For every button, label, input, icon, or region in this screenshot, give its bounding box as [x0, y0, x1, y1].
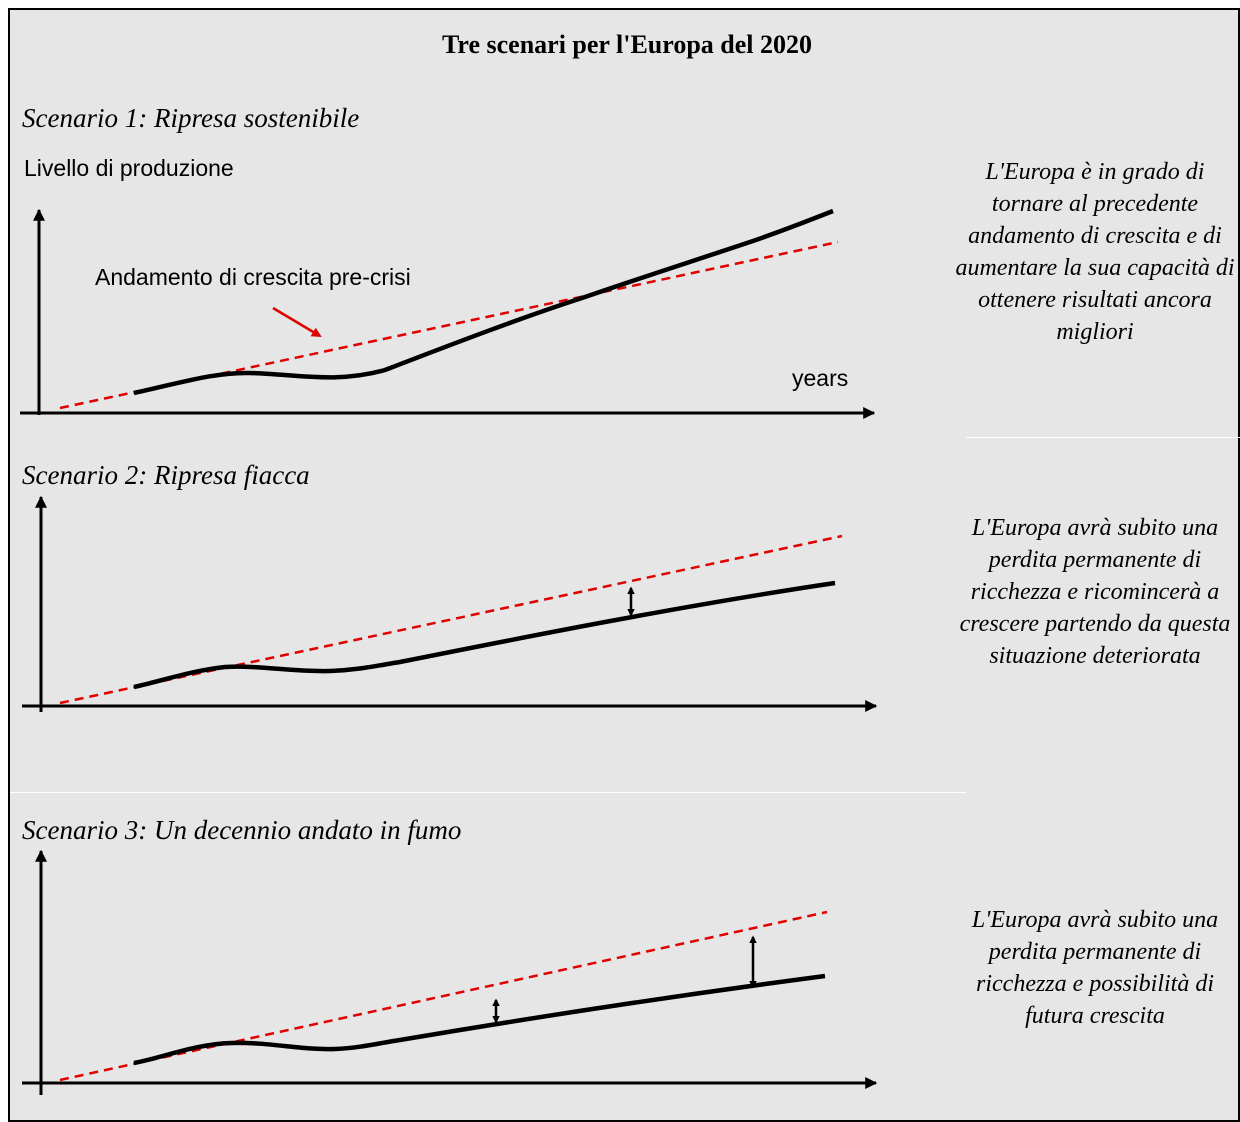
pre-crisis-trend-line	[59, 534, 843, 705]
scenario-3-title: Scenario 3: Un decennio andato in fumo	[22, 815, 462, 845]
scenario-1-chart	[20, 208, 876, 419]
output-path	[133, 208, 834, 396]
x-axis-label: years	[792, 365, 849, 391]
page-title: Tre scenari per l'Europa del 2020	[441, 30, 813, 59]
scenario-1-description: L'Europa è in grado di tornare al preced…	[955, 159, 1235, 345]
y-axis-label: Livello di produzione	[24, 155, 234, 181]
diagram-frame	[8, 8, 1240, 1122]
scenario-2-description: L'Europa avrà subito una perdita permane…	[959, 515, 1231, 669]
scenario-3-description: L'Europa avrà subito una perdita permane…	[971, 907, 1219, 1029]
separator	[10, 792, 966, 793]
scenario-3-chart	[22, 849, 878, 1095]
pre-crisis-trend-line	[59, 240, 839, 410]
scenario-1-title: Scenario 1: Ripresa sostenibile	[22, 103, 360, 133]
separator	[966, 437, 1240, 438]
scenario-2-title: Scenario 2: Ripresa fiacca	[22, 460, 310, 490]
output-path	[133, 580, 836, 690]
trend-pointer-arrow	[272, 306, 322, 338]
scenario-2-chart	[22, 495, 878, 712]
trend-label: Andamento di crescita pre-crisi	[95, 264, 411, 290]
pre-crisis-trend-line	[59, 910, 828, 1082]
output-path	[133, 973, 826, 1066]
